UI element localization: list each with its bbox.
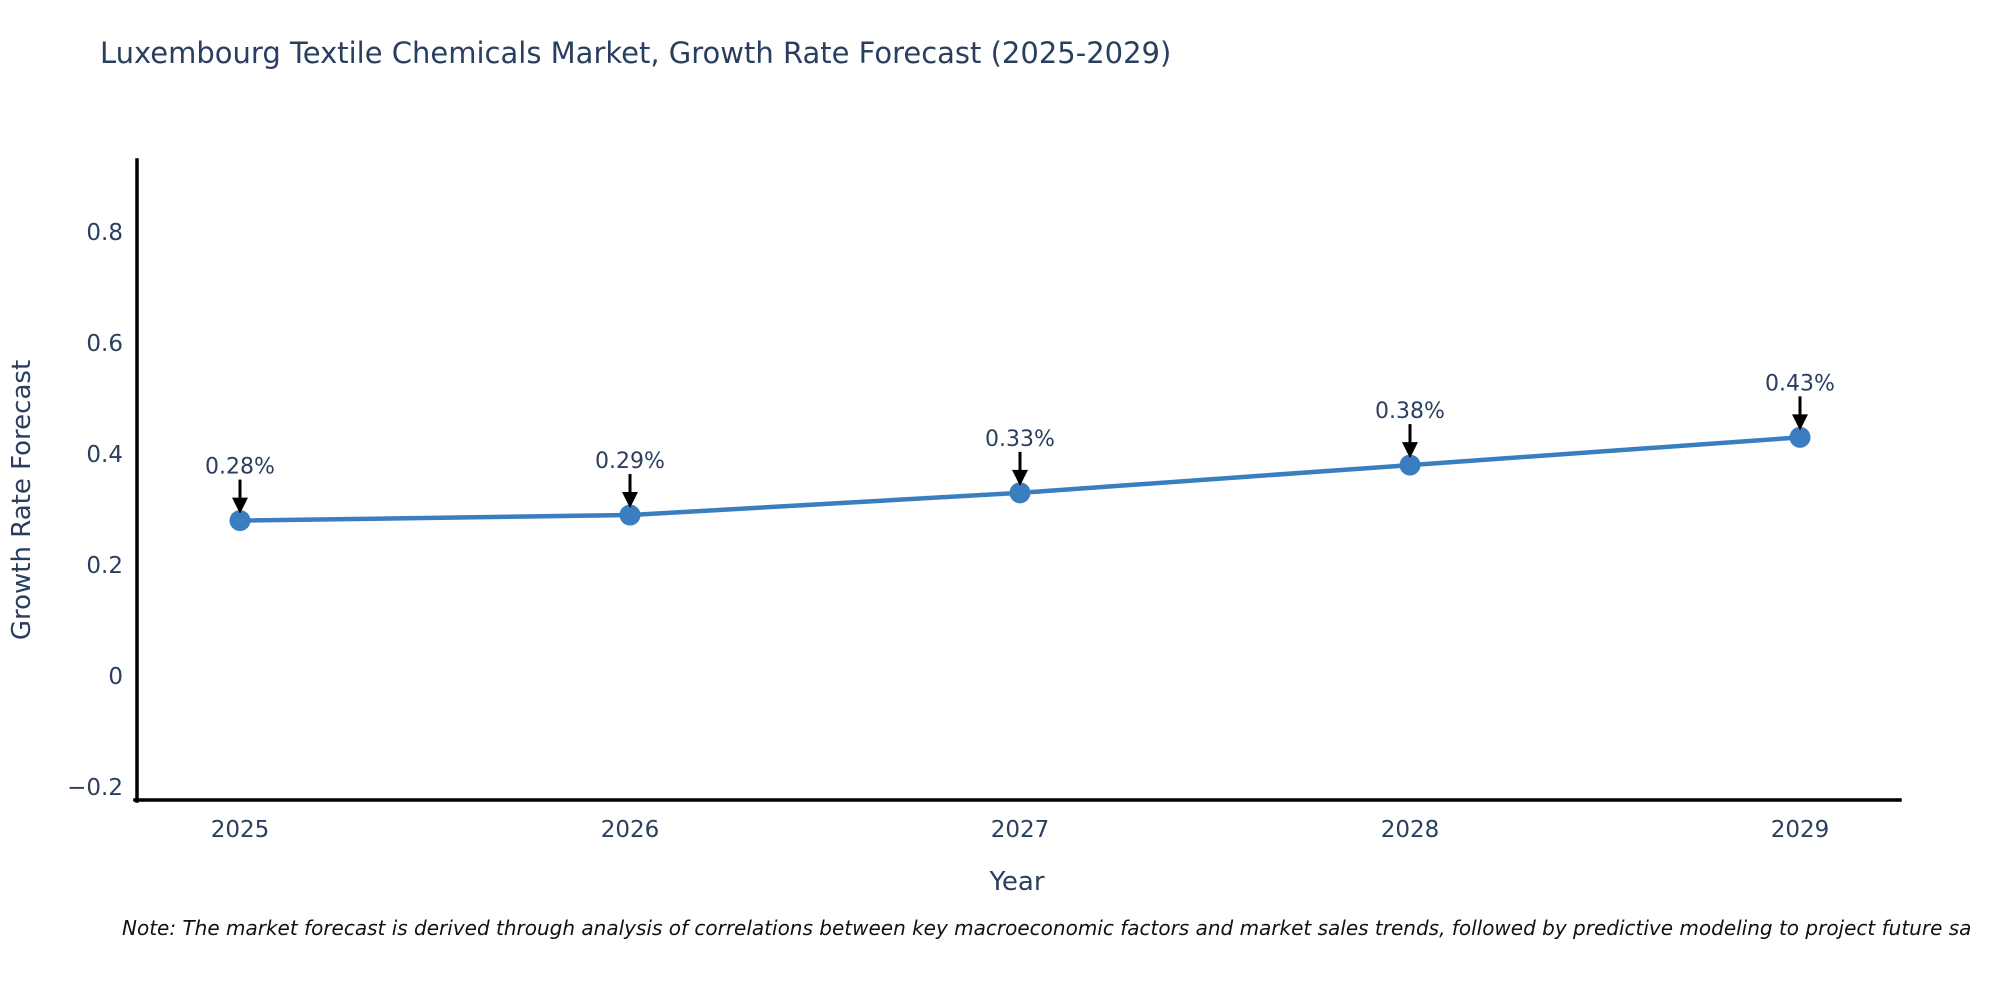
plot-area: −0.2 0 0.2 0.4 0.6 0.8 2025 2026 2027 2028 2029 0.2… xyxy=(67,220,1835,843)
data-point-marker xyxy=(1789,426,1811,448)
data-point-marker xyxy=(229,510,251,532)
y-tick-label: 0.8 xyxy=(86,220,123,246)
x-axis-title: Year xyxy=(988,867,1044,897)
point-annotation: 0.33% xyxy=(985,427,1055,452)
data-point-marker xyxy=(619,504,641,526)
y-tick-label: 0 xyxy=(108,664,123,690)
x-tick-label: 2025 xyxy=(211,817,270,843)
annotation-arrowhead xyxy=(232,497,248,514)
annotation-arrowhead xyxy=(1012,469,1028,486)
x-tick-label: 2028 xyxy=(1381,817,1440,843)
y-tick-label: 0.6 xyxy=(86,331,123,357)
point-annotation: 0.43% xyxy=(1765,371,1835,396)
point-annotation: 0.38% xyxy=(1375,399,1445,424)
chart-title: Luxembourg Textile Chemicals Market, Gro… xyxy=(100,36,1172,70)
annotation-arrowhead xyxy=(1792,414,1808,431)
x-tick-label: 2027 xyxy=(991,817,1050,843)
point-annotation: 0.29% xyxy=(595,449,665,474)
x-tick-label: 2026 xyxy=(601,817,660,843)
annotation-arrowhead xyxy=(622,492,638,509)
y-tick-label: 0.2 xyxy=(86,553,123,579)
data-point-marker xyxy=(1399,454,1421,476)
data-point-marker xyxy=(1009,482,1031,504)
point-annotation: 0.28% xyxy=(205,455,275,480)
y-tick-label: −0.2 xyxy=(67,775,123,801)
footnote: Note: The market forecast is derived thr… xyxy=(122,916,1972,940)
x-tick-label: 2029 xyxy=(1771,817,1830,843)
y-tick-label: 0.4 xyxy=(86,442,123,468)
annotation-arrowhead xyxy=(1402,442,1418,459)
y-axis-title: Growth Rate Forecast xyxy=(7,360,37,640)
